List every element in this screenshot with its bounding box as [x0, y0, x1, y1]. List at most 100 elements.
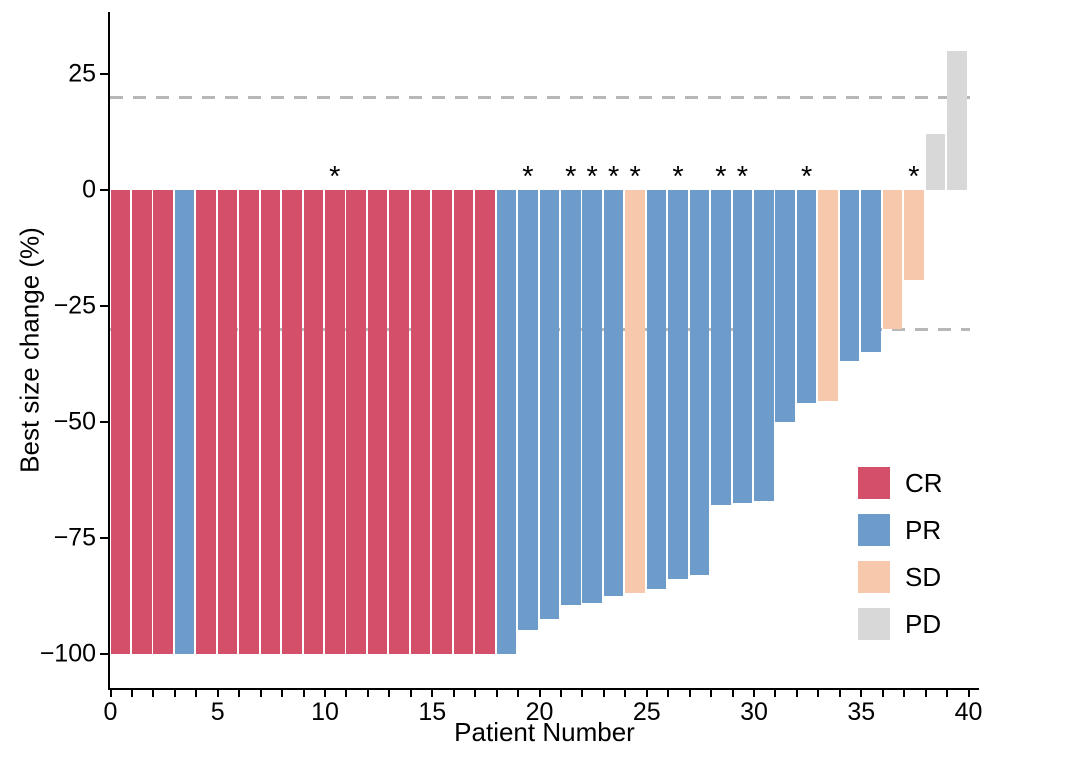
x-tick-24	[624, 690, 627, 697]
x-tick-35	[860, 690, 863, 697]
x-tick-11	[345, 690, 348, 697]
bar-patient-32	[775, 190, 796, 422]
x-tick-29	[731, 690, 734, 697]
y-tick-0	[100, 189, 108, 191]
significance-asterisk-patient-38: *	[908, 161, 920, 193]
x-tick-5	[216, 690, 219, 697]
x-tick-17	[474, 690, 477, 697]
x-tick-32	[795, 690, 798, 697]
x-tick-label-5: 5	[210, 698, 225, 726]
x-tick-36	[881, 690, 884, 697]
bar-patient-12	[346, 190, 367, 654]
y-tick--50	[100, 420, 108, 423]
x-tick-22	[581, 690, 584, 697]
bar-patient-18	[475, 190, 495, 654]
x-tick-39	[946, 690, 949, 697]
plot-panel: * * * * * * * * * * *	[108, 12, 979, 690]
y-tick--100	[100, 652, 108, 655]
bar-patient-40	[947, 50, 967, 190]
x-tick-1	[130, 690, 133, 697]
bar-patient-4	[174, 190, 195, 654]
y-tick-label--100: −100	[39, 639, 96, 667]
bar-patient-29	[711, 190, 731, 506]
bar-patient-31	[754, 190, 774, 501]
y-tick--25	[100, 304, 108, 307]
bar-patient-35	[839, 190, 860, 362]
significance-asterisk-patient-29: *	[715, 161, 727, 193]
bar-patient-9	[282, 190, 302, 654]
bar-patient-1	[110, 190, 131, 654]
x-tick-9	[302, 690, 305, 697]
bar-patient-33	[796, 190, 817, 404]
legend-label-pd: PD	[905, 609, 942, 639]
x-tick-34	[838, 690, 841, 697]
bar-patient-22	[560, 190, 581, 605]
reference-line-20	[110, 95, 970, 99]
x-tick-28	[710, 690, 713, 697]
bar-patient-38	[904, 190, 924, 281]
y-tick-label--50: −50	[53, 407, 96, 436]
bar-patient-2	[131, 190, 152, 654]
bar-patient-39	[925, 134, 946, 190]
y-tick-label--75: −75	[53, 523, 96, 552]
y-tick-25	[100, 73, 108, 76]
bar-patient-20	[518, 190, 538, 631]
bar-patient-10	[303, 190, 324, 654]
legend-swatch-cr	[858, 467, 890, 499]
bar-patient-13	[367, 190, 388, 654]
x-tick-label-10: 10	[311, 698, 339, 726]
x-tick-21	[559, 690, 562, 697]
x-tick-0	[109, 690, 112, 697]
legend-entry-pr: PR	[858, 514, 943, 546]
x-tick-label-40: 40	[954, 698, 983, 726]
bar-patient-6	[217, 190, 238, 654]
bar-patient-27	[668, 190, 688, 580]
bar-patient-21	[539, 190, 560, 619]
x-tick-30	[753, 690, 755, 697]
legend-label-pr: PR	[905, 515, 942, 545]
legend-entry-pd: PD	[858, 608, 943, 640]
x-tick-26	[667, 690, 670, 697]
x-tick-label-35: 35	[847, 698, 876, 726]
x-tick-13	[388, 690, 391, 697]
x-tick-6	[238, 690, 241, 697]
y-axis-title: Best size change (%)	[14, 227, 45, 473]
significance-asterisk-patient-22: *	[565, 161, 577, 193]
legend: CR PR SD PD	[858, 467, 943, 655]
x-tick-7	[259, 690, 262, 697]
bar-patient-23	[582, 190, 602, 603]
bar-patient-3	[153, 190, 173, 654]
significance-asterisk-patient-27: *	[672, 161, 684, 193]
significance-asterisk-patient-25: *	[629, 161, 641, 193]
x-tick-27	[688, 690, 691, 697]
bar-patient-36	[861, 190, 881, 353]
bar-patient-37	[882, 190, 903, 330]
x-tick-3	[173, 690, 176, 697]
x-tick-40	[967, 690, 970, 697]
bar-patient-30	[732, 190, 753, 503]
x-tick-label-30: 30	[740, 698, 768, 726]
x-tick-25	[645, 690, 648, 697]
x-tick-18	[495, 690, 498, 697]
x-tick-10	[324, 690, 326, 697]
y-tick-label-0: 0	[82, 175, 96, 204]
bar-patient-16	[432, 190, 452, 654]
legend-swatch-pr	[858, 514, 890, 546]
x-tick-16	[452, 690, 455, 697]
y-tick-label-25: 25	[68, 59, 96, 88]
x-tick-label-0: 0	[103, 698, 118, 726]
significance-asterisk-patient-11: *	[329, 161, 341, 193]
bar-patient-5	[196, 190, 216, 654]
x-tick-label-15: 15	[418, 698, 447, 726]
x-tick-label-25: 25	[632, 698, 661, 726]
significance-asterisk-patient-23: *	[586, 161, 598, 193]
bar-patient-8	[260, 190, 281, 654]
legend-label-cr: CR	[905, 468, 943, 498]
bar-patient-11	[325, 190, 345, 654]
significance-asterisk-patient-20: *	[522, 161, 534, 193]
x-tick-2	[152, 690, 155, 697]
x-tick-label-20: 20	[525, 698, 554, 726]
bar-patient-34	[818, 190, 838, 401]
legend-entry-sd: SD	[858, 561, 943, 593]
